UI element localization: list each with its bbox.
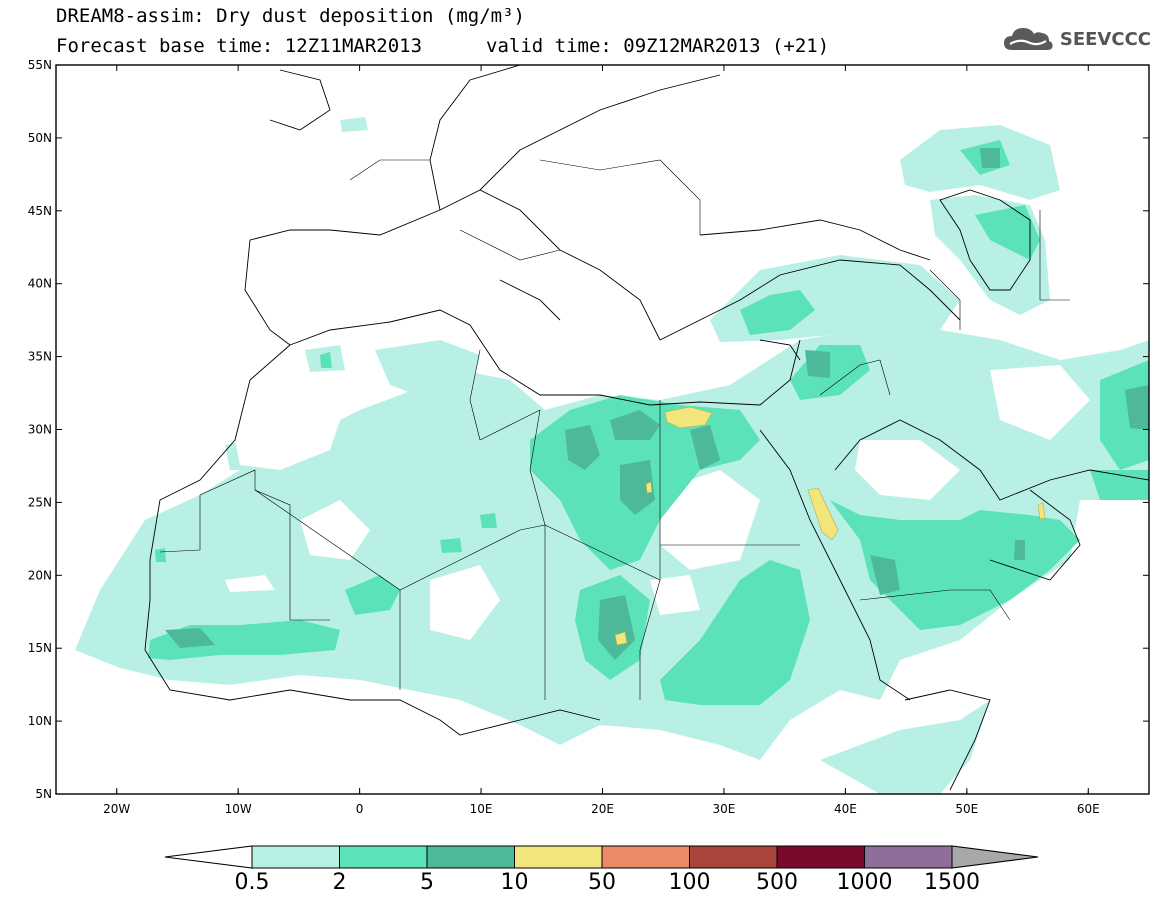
colorbar-swatch [689, 845, 778, 869]
dust-field [75, 65, 1149, 794]
lat-tick-label: 35N [28, 350, 52, 364]
lon-tick-label: 50E [955, 802, 978, 816]
colorbar-label: 5 [420, 870, 434, 895]
colorbar-label: 0.5 [235, 870, 270, 895]
lat-tick-label: 40N [28, 277, 52, 291]
lat-tick-label: 5N [35, 787, 52, 801]
colorbar-swatch [251, 845, 340, 869]
colorbar-label: 10 [501, 870, 529, 895]
lon-tick-label: 20W [103, 802, 130, 816]
lat-tick-label: 10N [28, 714, 52, 728]
lon-tick-label: 0 [356, 802, 364, 816]
colorbar: 0.5 2 5 10 50 100 500 1000 1500 [164, 845, 1039, 895]
lat-tick-label: 30N [28, 423, 52, 437]
lat-tick-label: 25N [28, 495, 52, 509]
forecast-time-line: Forecast base time: 12Z11MAR2013 valid ti… [56, 35, 829, 57]
lon-tick-label: 40E [834, 802, 857, 816]
colorbar-swatch [514, 845, 603, 869]
colorbar-swatch [864, 845, 953, 869]
map-title: DREAM8-assim: Dry dust deposition (mg/m³… [56, 5, 525, 27]
base-time: Forecast base time: 12Z11MAR2013 [56, 35, 423, 57]
dust-level-5 [165, 148, 1149, 660]
colorbar-label: 500 [756, 870, 798, 895]
lat-tick-label: 20N [28, 568, 52, 582]
coastlines [144, 65, 1149, 791]
lon-tick-label: 10W [225, 802, 252, 816]
colorbar-swatch [426, 845, 515, 869]
lat-tick-label: 50N [28, 131, 52, 145]
lat-tick-label: 55N [28, 58, 52, 72]
colorbar-label: 2 [333, 870, 347, 895]
axis-ticks: 20W 10W 0 10E 20E 30E 40E 50E 60E 55N 50N 45N 40N 35N… [28, 58, 1149, 816]
colorbar-label: 1000 [837, 870, 893, 895]
colorbar-label: 50 [588, 870, 616, 895]
colorbar-swatch [339, 845, 428, 869]
cloud-icon [1003, 28, 1053, 50]
lon-tick-label: 20E [591, 802, 614, 816]
colorbar-swatch [601, 845, 690, 869]
seevccc-logo: SEEVCCC [1002, 24, 1151, 54]
colorbar-swatch [776, 845, 865, 869]
logo-text: SEEVCCC [1059, 28, 1151, 50]
colorbar-high-arrow [951, 845, 1039, 869]
colorbar-low-arrow [164, 845, 253, 869]
valid-time: valid time: 09Z12MAR2013 (+21) [486, 35, 830, 57]
lon-tick-label: 30E [713, 802, 736, 816]
lon-tick-label: 10E [470, 802, 493, 816]
country-borders [159, 159, 1070, 700]
lat-tick-label: 45N [28, 204, 52, 218]
dust-level-10 [614, 406, 1046, 646]
colorbar-label: 100 [669, 870, 711, 895]
colorbar-label: 1500 [924, 870, 980, 895]
lon-tick-label: 60E [1077, 802, 1100, 816]
lat-tick-label: 15N [28, 641, 52, 655]
